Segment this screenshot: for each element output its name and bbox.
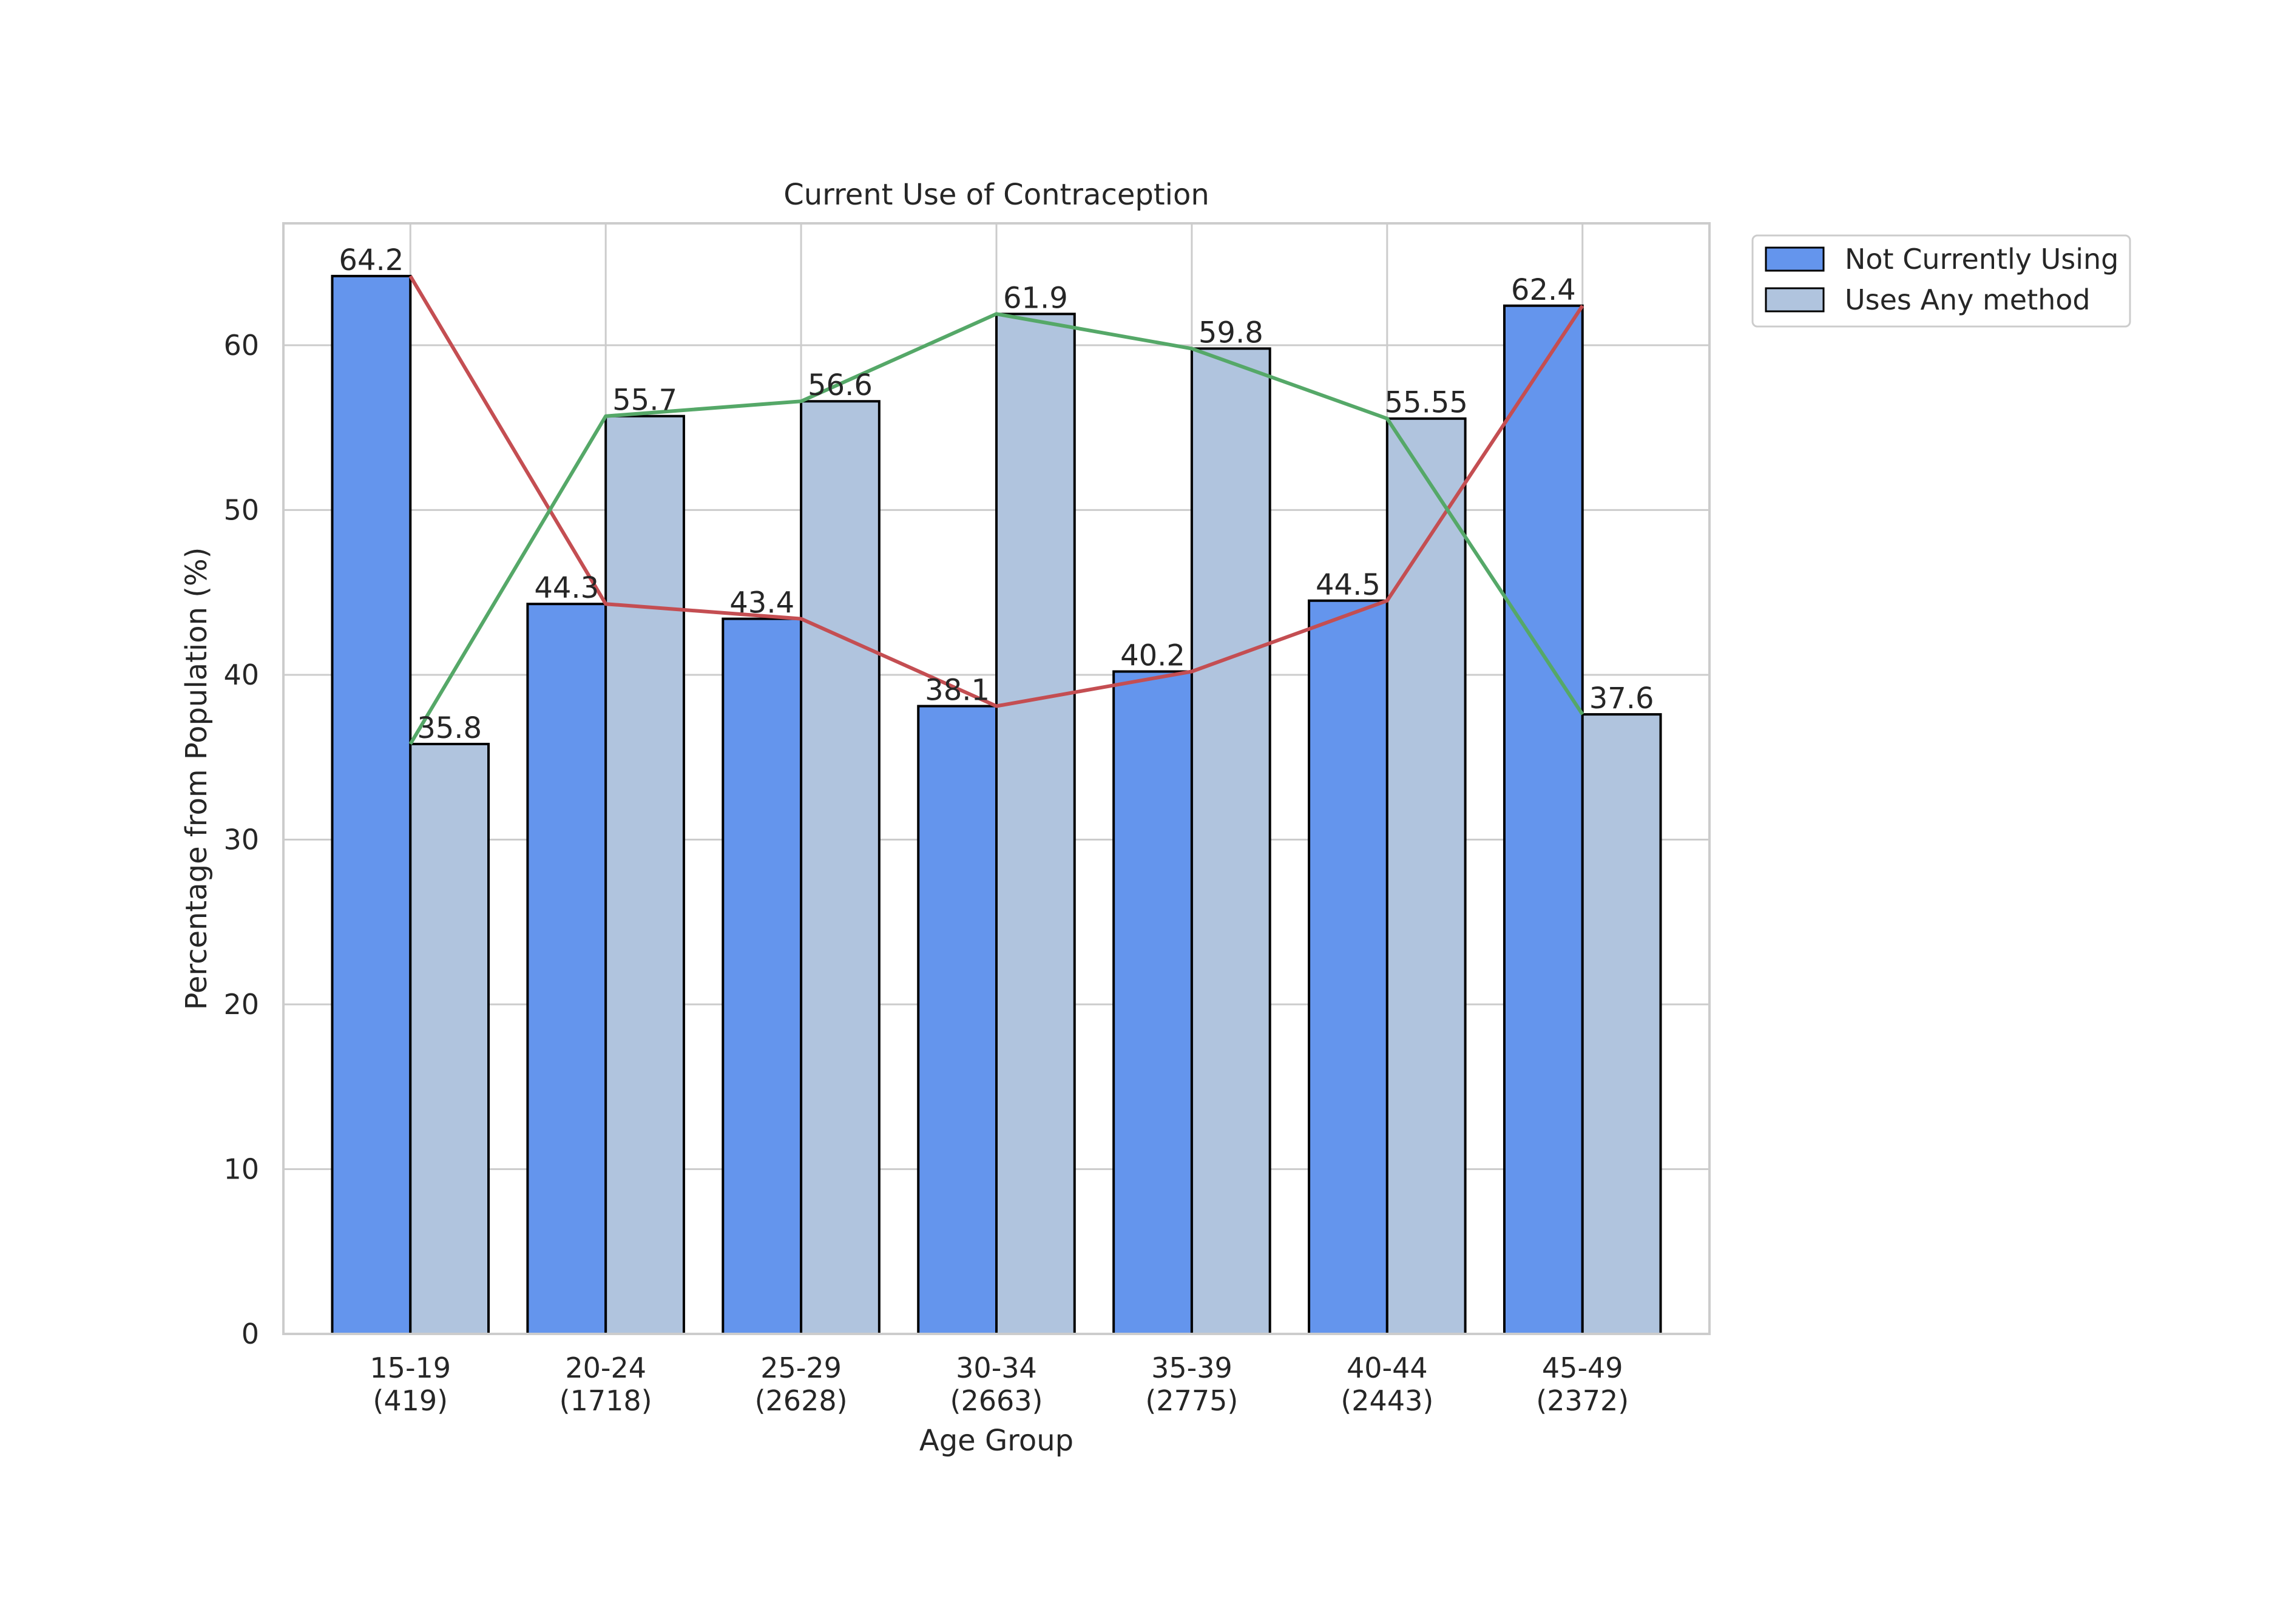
- series-trend-line: [408, 312, 1584, 745]
- bar-value-label: 64.2: [339, 243, 404, 277]
- bar-value-label: 59.8: [1199, 316, 1263, 350]
- x-tick-label: (2372): [1536, 1384, 1629, 1417]
- legend: Not Currently Using Uses Any method: [1751, 234, 2131, 328]
- chart-title: Current Use of Contraception: [783, 178, 1209, 212]
- bar: [1385, 417, 1467, 1336]
- y-tick-label: 30: [223, 823, 259, 856]
- legend-frame: [1751, 234, 2131, 328]
- bar: [526, 603, 607, 1336]
- x-tick-label: (2443): [1341, 1384, 1433, 1417]
- y-tick-label: 0: [242, 1318, 259, 1350]
- x-tick-label: 30-34: [956, 1352, 1037, 1384]
- plot-frame: [282, 222, 1711, 1335]
- bar-value-label: 44.3: [534, 571, 599, 605]
- x-tick-label: (2663): [950, 1384, 1043, 1417]
- bars-layer: [331, 274, 1662, 1336]
- bar-value-label: 55.7: [612, 384, 677, 418]
- bar-value-label: 43.4: [729, 586, 794, 620]
- bar: [409, 742, 490, 1335]
- bar-value-label: 62.4: [1511, 273, 1576, 307]
- data-labels-layer: 64.2 44.3 43.4 38.1 40.2 44.5 62.4 35.8 55.7 56.6…: [339, 243, 1654, 745]
- legend-label-uses-any-method: Uses Any method: [1845, 283, 2091, 316]
- bar: [1308, 599, 1388, 1335]
- x-tick-label: (2628): [755, 1384, 848, 1417]
- x-axis-label: Age Group: [919, 1424, 1073, 1458]
- y-tick-label: 20: [223, 988, 259, 1021]
- x-tick-label: 15-19: [370, 1352, 451, 1384]
- legend-swatch-uses-any-method: [1765, 287, 1825, 313]
- bar: [1581, 713, 1662, 1335]
- series-trend-line: [408, 275, 1584, 708]
- x-tick-label: (2775): [1145, 1384, 1238, 1417]
- x-tick-label: 40-44: [1347, 1352, 1428, 1384]
- x-tick-label: 20-24: [565, 1352, 646, 1384]
- y-axis-label: Percentage from Population (%): [180, 547, 214, 1010]
- x-tick-label: (419): [373, 1384, 448, 1417]
- bar-value-label: 35.8: [417, 711, 482, 745]
- y-tick-label: 10: [223, 1152, 259, 1185]
- bar: [1112, 670, 1193, 1335]
- bar: [917, 705, 998, 1335]
- bar-value-label: 61.9: [1003, 281, 1068, 315]
- trend-lines-layer: [408, 275, 1584, 745]
- bar-value-label: 55.55: [1385, 386, 1468, 420]
- bar: [995, 313, 1076, 1335]
- legend-swatch-not-currently-using: [1765, 246, 1825, 272]
- bar: [800, 400, 881, 1336]
- y-tick-label: 50: [223, 493, 259, 526]
- bar-value-label: 40.2: [1120, 639, 1185, 673]
- bar-value-label: 56.6: [808, 368, 873, 402]
- x-tick-label: 25-29: [760, 1352, 842, 1384]
- bar: [722, 617, 803, 1335]
- bar-value-label: 38.1: [925, 674, 990, 708]
- bar: [1503, 304, 1584, 1335]
- bar-value-label: 44.5: [1316, 568, 1381, 602]
- legend-label-not-currently-using: Not Currently Using: [1845, 243, 2118, 276]
- x-tick-label: 35-39: [1151, 1352, 1232, 1384]
- bar: [604, 414, 685, 1335]
- x-tick-label: 45-49: [1542, 1352, 1623, 1384]
- bar: [1190, 347, 1271, 1336]
- axes-layer: 010203040506015-19(419)20-24(1718)25-29(…: [223, 329, 1629, 1417]
- bar-value-label: 37.6: [1589, 682, 1654, 716]
- bar: [331, 274, 412, 1335]
- y-tick-label: 40: [223, 658, 259, 691]
- x-tick-label: (1718): [560, 1384, 652, 1417]
- y-tick-label: 60: [223, 329, 259, 362]
